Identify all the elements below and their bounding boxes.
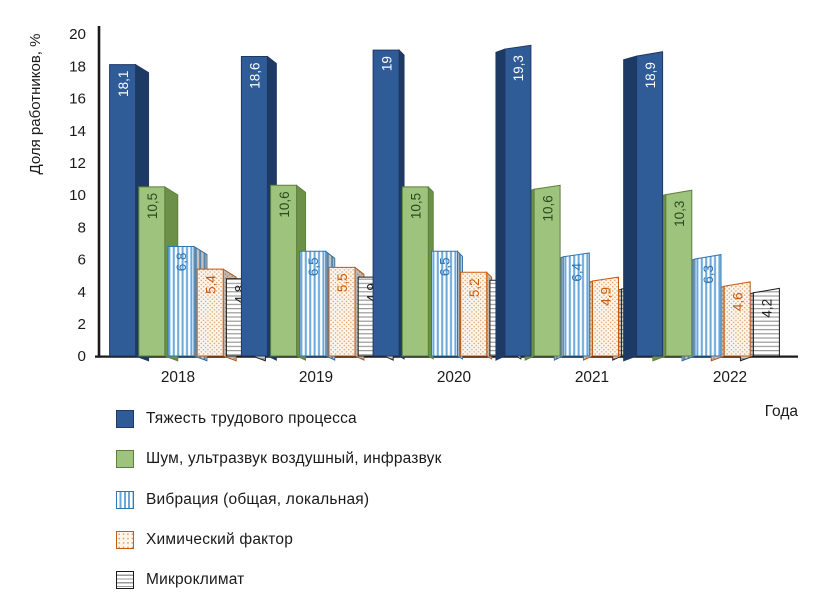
legend-label: Вибрация (общая, локальная): [146, 490, 370, 508]
bar-group: 18,610,66,55,54,9: [240, 55, 394, 361]
bar-face: [109, 64, 137, 357]
bar-value-label: 6,3: [701, 265, 716, 284]
bar-side: [495, 48, 506, 361]
y-tick-label: 14: [69, 123, 86, 140]
bar-chart-canvas: 0 2 4 6 8 10 12 14 16 18 20 Доля работников, % 2018 2…: [27, 26, 798, 386]
x-category-label: 2019: [299, 369, 333, 386]
legend-label: Химический фактор: [146, 531, 294, 549]
bar-face: [504, 44, 532, 357]
y-tick-label: 4: [78, 284, 86, 301]
bar-face: [372, 49, 400, 357]
bar-group: 4,2 4,6 6,3 10,3 18,9: [623, 51, 780, 362]
bar-value-label: 4,6: [730, 292, 745, 311]
bar-value-label: 10,3: [672, 201, 687, 227]
bar-face: [196, 268, 224, 357]
bar-face: [562, 252, 590, 357]
x-category-label: 2021: [575, 369, 609, 386]
bar-value-label: 6,8: [174, 253, 189, 272]
legend-item: Тяжесть трудового процесса: [116, 399, 442, 439]
legend-swatch-icon: [116, 571, 134, 590]
y-tick-label: 0: [78, 348, 86, 365]
legend-item: Химический фактор: [116, 520, 442, 560]
bar-side: [623, 55, 638, 362]
bar-value-label: 18,1: [116, 71, 131, 97]
bar-value-label: 6,5: [306, 257, 321, 276]
bar-face: [636, 51, 664, 357]
bar-face: [723, 281, 751, 357]
bar-group: 18,110,56,85,44,8: [109, 63, 266, 362]
y-tick-label: 2: [78, 316, 86, 333]
bar-face: [694, 254, 722, 357]
bar-value-label: 10,6: [277, 191, 292, 217]
y-tick-label: 6: [78, 252, 86, 269]
bar-face: [592, 276, 619, 357]
bar-face: [270, 184, 298, 357]
bar-value-label: 10,5: [145, 193, 160, 219]
bar-face: [431, 250, 458, 357]
legend: Тяжесть трудового процесса Шум, ультразву…: [116, 399, 442, 600]
legend-swatch-icon: [116, 410, 134, 429]
legend-item: Микроклимат: [116, 560, 442, 600]
legend-swatch-icon: [116, 490, 134, 509]
legend-label: Шум, ультразвук воздушный, инфразвук: [146, 450, 442, 468]
bar-value-label: 10,5: [409, 193, 424, 219]
legend-label: Микроклимат: [146, 571, 245, 589]
bar-value-label: 18,6: [248, 63, 263, 89]
bar-value-label: 19: [379, 56, 394, 71]
bar-face: [533, 184, 561, 357]
x-category-label: 2022: [713, 369, 747, 386]
legend-item: Шум, ультразвук воздушный, инфразвук: [116, 439, 442, 479]
bar-face: [167, 246, 195, 357]
y-tick-label: 8: [78, 219, 86, 236]
y-tick-label: 12: [69, 155, 86, 172]
legend-label: Тяжесть трудового процесса: [146, 410, 357, 428]
x-axis-title: Года: [764, 403, 798, 420]
y-tick-label: 20: [69, 26, 86, 43]
bar-face: [240, 56, 268, 357]
y-axis-title: Доля работников, %: [27, 34, 44, 175]
bar-face: [328, 266, 356, 357]
bar-face: [401, 186, 429, 357]
bar-value-label: 10,6: [540, 195, 555, 221]
y-tick-label: 16: [69, 91, 86, 108]
bar-face: [665, 189, 693, 357]
legend-swatch-icon: [116, 450, 134, 469]
legend-item: Вибрация (общая, локальная): [116, 480, 442, 520]
legend-swatch-icon: [116, 531, 134, 550]
bar-value-label: 4,9: [599, 287, 614, 306]
x-category-label: 2020: [437, 369, 471, 386]
bar-face: [460, 271, 488, 357]
bar-value-label: 6,4: [570, 262, 585, 281]
bar-value-label: 6,5: [438, 257, 453, 276]
bar-face: [138, 186, 166, 357]
bar-value-label: 5,4: [203, 275, 218, 294]
bar-value-label: 5,5: [335, 273, 350, 292]
bar-face: [752, 287, 780, 357]
bar-value-label: 5,2: [467, 278, 482, 297]
bar-face: [299, 250, 327, 357]
bar-value-label: 19,3: [511, 55, 526, 81]
y-tick-label: 18: [69, 58, 86, 75]
y-tick-label: 10: [69, 187, 86, 204]
x-category-label: 2018: [161, 369, 195, 386]
bar-value-label: 18,9: [643, 62, 658, 88]
bar-value-label: 4,2: [760, 299, 775, 318]
